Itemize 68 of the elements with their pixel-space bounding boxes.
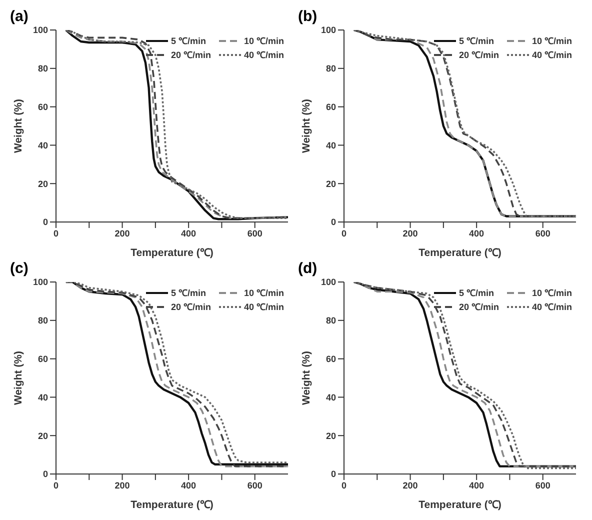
legend-label: 40 ℃/min bbox=[532, 49, 572, 61]
legend-label: 20 ℃/min bbox=[458, 49, 499, 61]
x-tick-label: 200 bbox=[402, 480, 418, 490]
legend-label: 5 ℃/min bbox=[458, 287, 494, 299]
x-tick-label: 200 bbox=[114, 228, 130, 238]
legend-label: 20 ℃/min bbox=[170, 301, 211, 313]
legend-label: 20 ℃/min bbox=[170, 49, 211, 61]
y-tick-label: 20 bbox=[38, 430, 48, 441]
y-tick-label: 100 bbox=[320, 277, 336, 288]
y-tick-label: 100 bbox=[32, 25, 48, 36]
x-tick-label: 400 bbox=[181, 480, 196, 490]
y-tick-label: 40 bbox=[326, 140, 336, 150]
x-tick-label: 400 bbox=[469, 480, 484, 490]
legend-label: 20 ℃/min bbox=[458, 301, 499, 313]
chart-title: (a) bbox=[10, 8, 28, 25]
y-tick-label: 60 bbox=[326, 102, 336, 112]
x-tick-label: 600 bbox=[535, 228, 550, 238]
y-tick-label: 20 bbox=[326, 430, 336, 441]
y-tick-label: 40 bbox=[38, 140, 48, 150]
y-axis-title: Weight (%) bbox=[300, 98, 313, 154]
x-tick-label: 200 bbox=[402, 228, 418, 238]
y-tick-label: 80 bbox=[38, 64, 48, 74]
x-tick-label: 0 bbox=[341, 228, 347, 238]
x-tick-label: 400 bbox=[469, 228, 484, 238]
y-tick-label: 80 bbox=[38, 316, 48, 326]
legend-label: 5 ℃/min bbox=[458, 35, 494, 47]
x-axis-title: Temperature (℃) bbox=[418, 247, 502, 259]
y-tick-label: 0 bbox=[42, 469, 48, 480]
x-axis-title: Temperature (℃) bbox=[130, 499, 214, 511]
x-tick-label: 0 bbox=[53, 228, 59, 238]
y-tick-label: 60 bbox=[38, 102, 48, 112]
x-axis-title: Temperature (℃) bbox=[418, 499, 502, 511]
legend-label: 10 ℃/min bbox=[532, 35, 572, 47]
y-axis-title: Weight (%) bbox=[12, 350, 25, 406]
y-tick-label: 20 bbox=[38, 178, 48, 189]
y-tick-label: 80 bbox=[326, 64, 336, 74]
y-tick-label: 40 bbox=[38, 392, 48, 402]
y-tick-label: 80 bbox=[326, 316, 336, 326]
y-tick-label: 100 bbox=[32, 277, 48, 288]
legend-label: 40 ℃/min bbox=[244, 49, 284, 61]
x-tick-label: 600 bbox=[247, 480, 262, 490]
y-tick-label: 60 bbox=[326, 354, 336, 364]
y-axis-title: Weight (%) bbox=[12, 98, 25, 154]
legend-label: 10 ℃/min bbox=[532, 287, 572, 299]
legend-label: 5 ℃/min bbox=[170, 35, 206, 47]
chart-title: (d) bbox=[298, 260, 318, 277]
y-tick-label: 60 bbox=[38, 354, 48, 364]
y-tick-label: 0 bbox=[330, 469, 336, 480]
y-tick-label: 0 bbox=[330, 217, 336, 228]
y-tick-label: 40 bbox=[326, 392, 336, 402]
x-tick-label: 0 bbox=[341, 480, 347, 490]
chart-title: (b) bbox=[298, 8, 318, 25]
x-axis-title: Temperature (℃) bbox=[130, 247, 214, 259]
x-tick-label: 0 bbox=[53, 480, 59, 490]
legend-label: 5 ℃/min bbox=[170, 287, 206, 299]
chart-title: (c) bbox=[10, 260, 28, 277]
legend-label: 10 ℃/min bbox=[244, 35, 284, 47]
x-tick-label: 200 bbox=[114, 480, 130, 490]
x-tick-label: 400 bbox=[181, 228, 196, 238]
x-tick-label: 600 bbox=[535, 480, 550, 490]
legend-label: 40 ℃/min bbox=[244, 301, 284, 313]
legend-label: 40 ℃/min bbox=[532, 301, 572, 313]
y-tick-label: 0 bbox=[42, 217, 48, 228]
y-tick-label: 100 bbox=[320, 25, 336, 36]
legend-label: 10 ℃/min bbox=[244, 287, 284, 299]
y-axis-title: Weight (%) bbox=[300, 350, 313, 406]
x-tick-label: 600 bbox=[247, 228, 262, 238]
y-tick-label: 20 bbox=[326, 178, 336, 189]
